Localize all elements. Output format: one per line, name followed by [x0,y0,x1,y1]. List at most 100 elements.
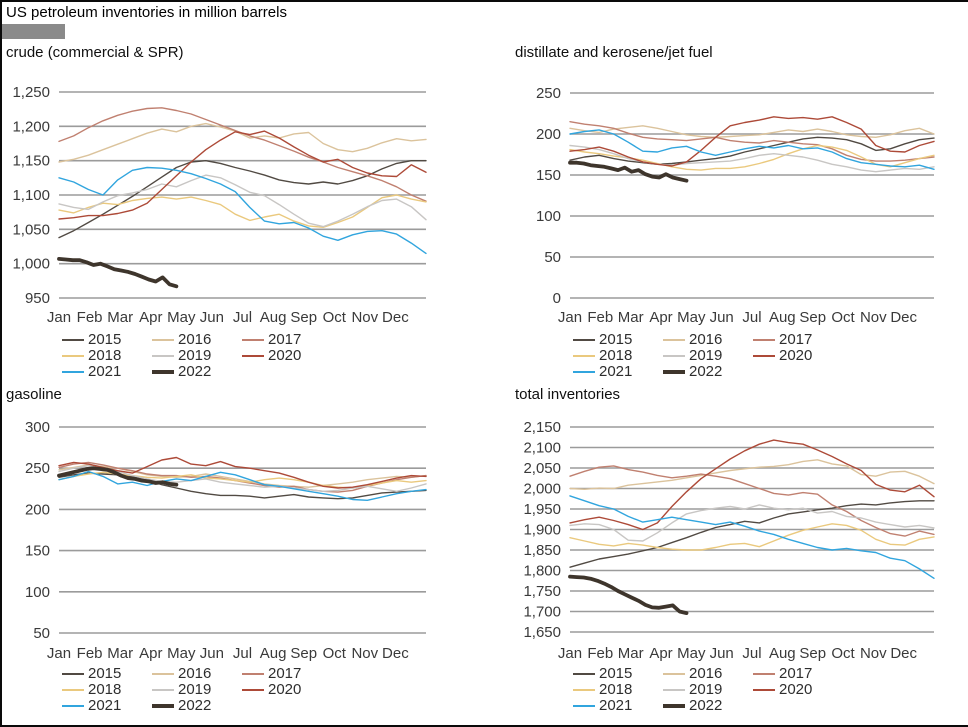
x-tick-label: Nov [351,645,378,662]
y-tick-label: 1,650 [523,624,561,641]
series-line-2022 [57,466,179,487]
x-tick-label: Feb [77,645,103,662]
legend-swatch-2021 [573,705,595,707]
legend-item-2020: 2020 [242,348,332,364]
legend-gasoline: 2015 2016 2017 2018 2019 2020 2021 2022 [62,666,332,714]
legend-swatch-2015 [573,339,595,341]
series-line-2017 [58,107,427,202]
x-tick-label: Jun [200,309,224,326]
chart-title-crude: crude (commercial & SPR) [6,44,184,61]
legend-item-2015: 2015 [573,666,663,682]
series-line-2021 [569,129,935,171]
legend-item-2017: 2017 [242,666,332,682]
legend-label-2022: 2022 [178,697,212,714]
legend-label-2018: 2018 [88,347,122,364]
source-logo-redacted-block [2,24,65,39]
series-line-2022 [57,256,179,289]
chart-3: 1,650 1,700 1,750 1,800 1,850 1,900 1,950 2,000… [523,419,935,662]
legend-swatch-2020 [753,355,775,357]
y-tick-label: 1,700 [523,604,561,621]
x-tick-label: May [167,309,196,326]
x-tick-label: Apr [139,645,162,662]
legend-swatch-2015 [62,673,84,675]
legend-swatch-2015 [62,339,84,341]
x-tick-label: May [677,645,706,662]
legend-label-2022: 2022 [689,363,723,380]
legend-crude: 2015 2016 2017 2018 2019 2020 2021 2022 [62,332,332,380]
x-tick-label: Oct [323,645,347,662]
series-line-2017 [569,465,935,537]
y-tick-label: 1,050 [12,221,50,238]
y-tick-label: 2,150 [523,419,561,436]
legend-swatch-2019 [663,689,685,691]
y-tick-label: 150 [536,167,561,184]
legend-label-2020: 2020 [779,347,813,364]
y-tick-label: 950 [25,290,50,307]
page-title: US petroleum inventories in million barr… [6,4,287,21]
legend-swatch-2015 [573,673,595,675]
x-tick-label: Aug [260,309,287,326]
x-tick-label: Sep [799,309,826,326]
x-tick-label: Nov [351,309,378,326]
legend-swatch-2022 [663,370,685,374]
chart-1: 0 50 100 150 200 250 Jan Feb Mar Apr May Jun Jul Aug S… [536,85,935,326]
legend-swatch-2020 [753,689,775,691]
series-line-2020 [569,439,935,531]
legend-label-2015: 2015 [88,331,122,348]
x-tick-label: Jul [233,309,252,326]
legend-swatch-2022 [152,370,174,374]
legend-label-2018: 2018 [88,681,122,698]
legend-item-2017: 2017 [753,332,843,348]
series-line-2017 [569,120,935,162]
series-line-2020 [58,456,427,489]
x-tick-label: Jan [47,309,71,326]
chart-title-distillate: distillate and kerosene/jet fuel [515,44,713,61]
legend-label-2020: 2020 [268,347,302,364]
series-line-2021 [58,166,427,255]
legend-swatch-2019 [663,355,685,357]
series-line-2021 [58,470,427,501]
x-tick-label: Oct [831,645,855,662]
legend-swatch-2016 [663,339,685,341]
legend-swatch-2021 [573,371,595,373]
x-tick-label: Jun [200,645,224,662]
x-tick-label: Sep [799,645,826,662]
series-line-2015 [569,136,935,166]
series-line-2018 [58,194,427,229]
y-tick-label: 250 [536,85,561,102]
legend-label-2021: 2021 [599,697,633,714]
x-tick-label: Dec [890,309,917,326]
series-line-2019 [58,174,427,228]
x-tick-label: Jan [558,645,582,662]
legend-label-2020: 2020 [779,681,813,698]
x-tick-label: Sep [290,645,317,662]
legend-label-2021: 2021 [88,697,122,714]
chart-title-total: total inventories [515,386,621,403]
y-tick-label: 1,850 [523,542,561,559]
legend-item-2018: 2018 [573,348,663,364]
legend-swatch-2021 [62,371,84,373]
y-tick-label: 100 [536,208,561,225]
y-tick-label: 1,100 [12,187,50,204]
x-tick-label: May [167,645,196,662]
legend-swatch-2018 [573,689,595,691]
legend-item-2021: 2021 [62,698,152,714]
legend-item-2015: 2015 [62,332,152,348]
x-tick-label: Jun [710,645,734,662]
series-line-2021 [569,495,935,579]
series-line-2022 [568,574,689,615]
legend-label-2017: 2017 [779,665,813,682]
x-tick-label: Apr [649,645,672,662]
x-tick-label: Apr [139,309,162,326]
legend-label-2017: 2017 [268,665,302,682]
x-tick-label: Aug [260,645,287,662]
legend-swatch-2017 [242,339,264,341]
x-tick-label: Mar [618,309,644,326]
legend-label-2018: 2018 [599,347,633,364]
legend-label-2019: 2019 [689,347,723,364]
x-tick-label: Dec [382,309,409,326]
legend-label-2015: 2015 [599,331,633,348]
x-tick-label: Mar [107,309,133,326]
